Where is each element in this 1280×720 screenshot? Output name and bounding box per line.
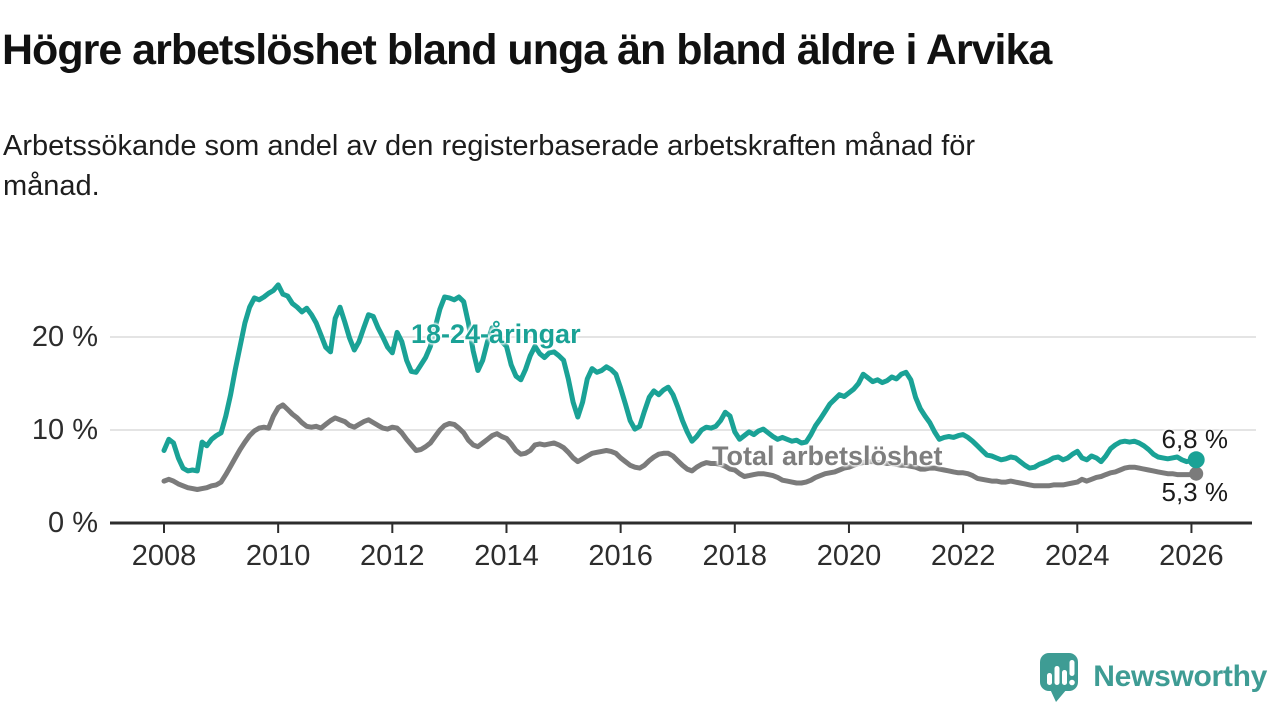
gridlines bbox=[110, 336, 1256, 431]
end-dot-young bbox=[1187, 451, 1205, 469]
y-axis-label-0: 0 % bbox=[48, 507, 98, 539]
x-axis-label-2012: 2012 bbox=[360, 540, 425, 572]
chart-subtitle: Arbetssökande som andel av den registerb… bbox=[3, 126, 1203, 206]
x-axis-label-2014: 2014 bbox=[474, 540, 539, 572]
series-lines bbox=[161, 282, 1199, 492]
series-line-young bbox=[161, 282, 1199, 474]
y-axis-label-20: 20 % bbox=[31, 321, 98, 353]
newsworthy-logo-icon bbox=[1040, 653, 1079, 702]
x-axis-label-2018: 2018 bbox=[702, 540, 768, 572]
y-axis-label-10: 10 % bbox=[31, 414, 98, 446]
x-axis-label-2008: 2008 bbox=[131, 540, 197, 572]
x-axis-label-2010: 2010 bbox=[245, 540, 311, 572]
newsworthy-logo-text: Newsworthy bbox=[1093, 660, 1267, 693]
x-axis-label-2020: 2020 bbox=[816, 540, 882, 572]
chart-subtitle-line-2: månad. bbox=[3, 170, 100, 202]
x-axis-label-2026: 2026 bbox=[1159, 540, 1224, 572]
x-axis-label-2022: 2022 bbox=[930, 540, 996, 572]
end-value-label-total: 5,3 % bbox=[1161, 477, 1229, 507]
newsworthy-branding: Newsworthy bbox=[1037, 651, 1267, 703]
series-label-total: Total arbetslöshet bbox=[712, 441, 943, 471]
x-axis-line bbox=[110, 521, 1252, 533]
x-axis-label-2024: 2024 bbox=[1045, 540, 1110, 572]
x-axis-label-2016: 2016 bbox=[588, 540, 653, 572]
series-line-total bbox=[161, 402, 1199, 492]
end-dot-total bbox=[1189, 466, 1204, 481]
chart-subtitle-line-1: Arbetssökande som andel av den registerb… bbox=[3, 130, 976, 162]
end-value-label-young: 6,8 % bbox=[1161, 424, 1229, 454]
series-label-young: 18-24-åringar bbox=[411, 319, 581, 349]
chart-title: Högre arbetslöshet bland unga än bland ä… bbox=[2, 26, 1052, 74]
series-end-dots bbox=[1187, 451, 1205, 481]
